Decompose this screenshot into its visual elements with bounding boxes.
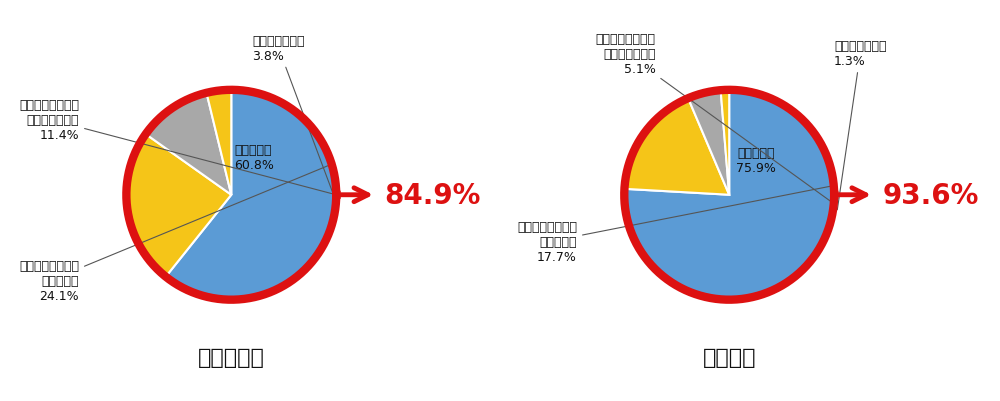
Text: どちらかといえば
利用したい
17.7%: どちらかといえば 利用したい 17.7% [517,186,835,264]
Text: 時差出勤: 時差出勤 [702,348,756,367]
Wedge shape [624,91,834,300]
Wedge shape [688,91,729,195]
Wedge shape [624,99,729,195]
Wedge shape [721,91,729,195]
Text: 利用したい
75.9%: 利用したい 75.9% [736,147,776,174]
Text: どちらかといえば
利用したい
24.1%: どちらかといえば 利用したい 24.1% [19,164,333,302]
Text: 84.9%: 84.9% [385,181,481,209]
Wedge shape [166,91,336,300]
Text: 93.6%: 93.6% [882,181,979,209]
Text: 利用したくない
3.8%: 利用したくない 3.8% [252,35,338,208]
Text: 利用したくない
1.3%: 利用したくない 1.3% [834,40,887,210]
Text: テレワーク: テレワーク [198,348,265,367]
Wedge shape [146,93,231,195]
Text: どちらかといえば
利用したくない
5.1%: どちらかといえば 利用したくない 5.1% [596,32,835,205]
Wedge shape [206,91,231,195]
Wedge shape [126,135,231,277]
Text: 利用したい
60.8%: 利用したい 60.8% [234,144,274,171]
Text: どちらかといえば
利用したくない
11.4%: どちらかといえば 利用したくない 11.4% [19,99,338,196]
